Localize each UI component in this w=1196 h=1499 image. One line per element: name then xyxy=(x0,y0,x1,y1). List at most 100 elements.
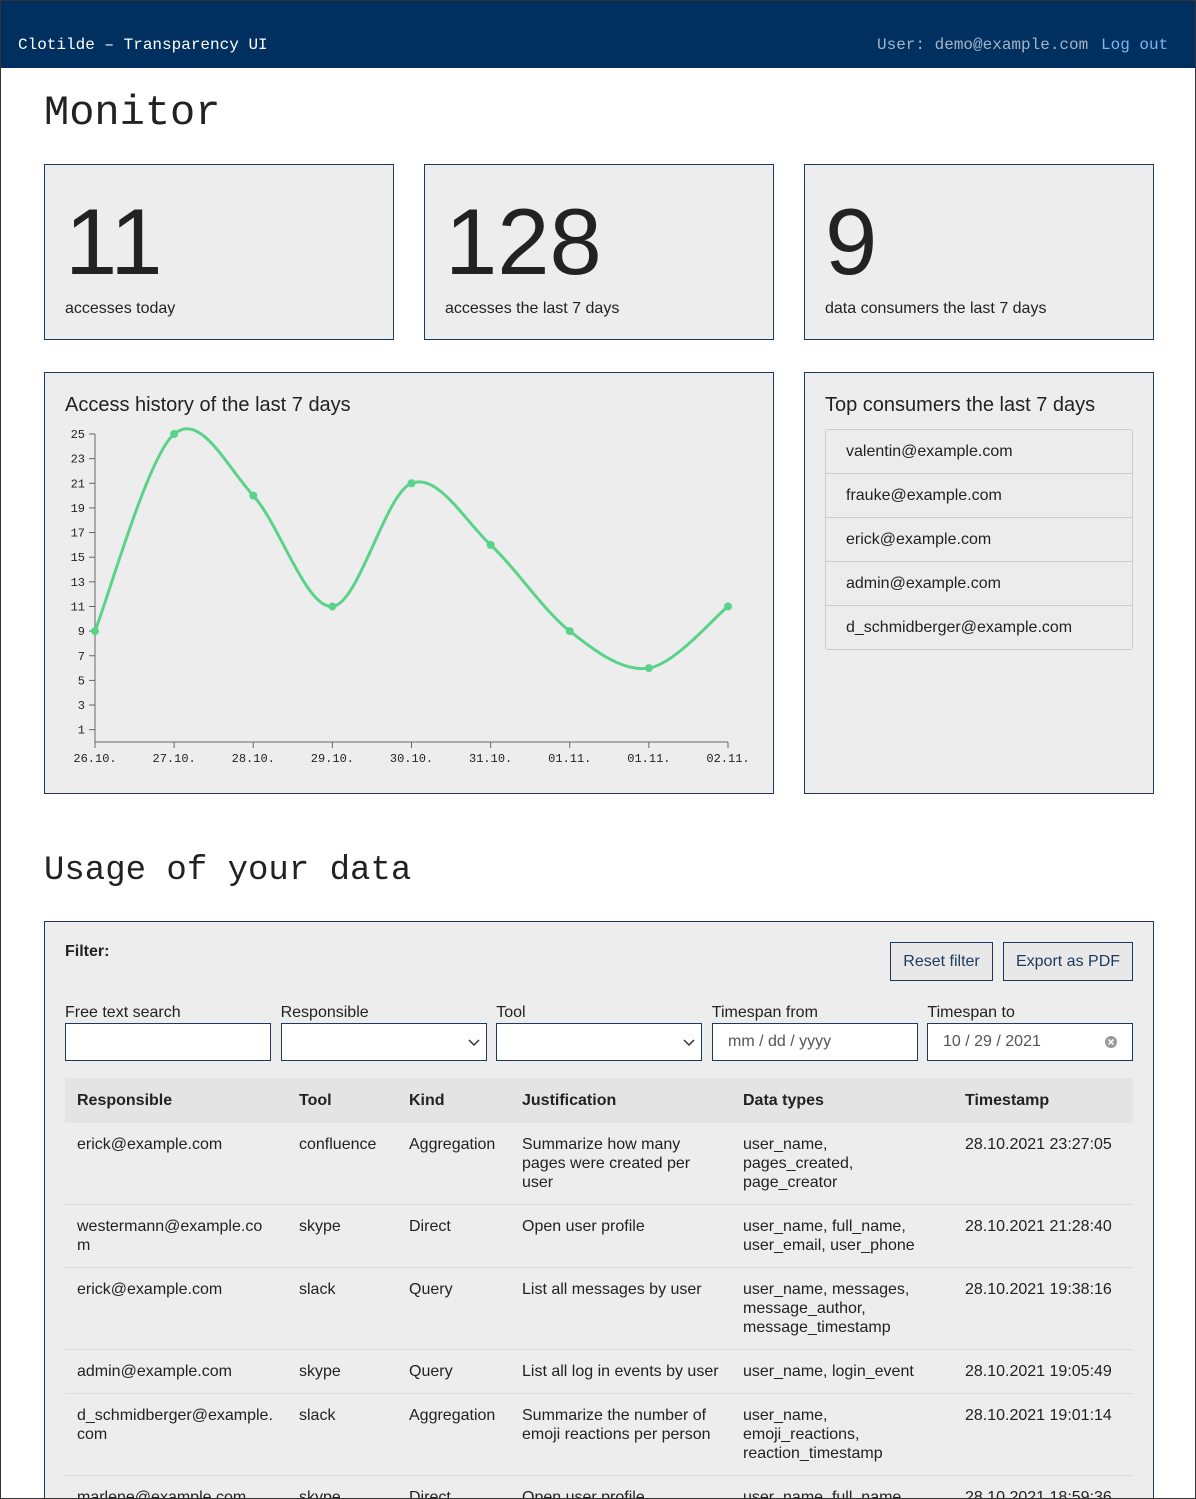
table-cell: user_name, pages_created, page_creator xyxy=(731,1123,953,1205)
table-row: d_schmidberger@example.com slack Aggregati… xyxy=(65,1393,1133,1476)
data-point xyxy=(407,479,416,488)
stat-card: 11 accesses today xyxy=(44,164,394,340)
table-cell: Query xyxy=(397,1349,510,1394)
table-row: westermann@example.com skype Direct Open us… xyxy=(65,1204,1133,1268)
stat-value: 11 xyxy=(65,189,163,294)
search-input[interactable] xyxy=(65,1023,271,1061)
table-cell: Query xyxy=(397,1267,510,1350)
field-label: Timespan from xyxy=(711,1004,818,1021)
responsible-select[interactable] xyxy=(281,1023,487,1061)
table-cell: user_name, full_name, user_email, user_p… xyxy=(731,1204,953,1268)
usage-heading: Usage of your data xyxy=(44,852,412,890)
to-date-input[interactable]: 10 / 29 / 2021 xyxy=(927,1023,1133,1061)
field-label: Free text search xyxy=(65,1004,181,1021)
x-tick-label: 30.10. xyxy=(390,752,433,766)
data-point xyxy=(91,627,99,636)
stat-value: 9 xyxy=(825,189,878,294)
stat-label: accesses today xyxy=(65,300,176,317)
field-label: Responsible xyxy=(280,1004,369,1021)
monitor-heading: Monitor xyxy=(44,89,221,137)
consumer-item: erick@example.com xyxy=(826,517,1132,561)
table-cell: user_name, emoji_reactions, reaction_tim… xyxy=(731,1393,953,1476)
table-row: marlene@example.com skype Direct Open user … xyxy=(65,1475,1133,1498)
column-header[interactable]: Kind xyxy=(397,1078,510,1123)
y-tick-label: 5 xyxy=(78,674,85,688)
usage-card: Filter: Reset filter Export as PDF Free … xyxy=(44,921,1154,1498)
field-label: Timespan to xyxy=(927,1004,1015,1021)
column-header[interactable]: Tool xyxy=(287,1078,397,1123)
table-cell: Aggregation xyxy=(397,1123,510,1205)
table-cell: 28.10.2021 23:27:05 xyxy=(953,1123,1133,1205)
chevron xyxy=(468,1039,480,1047)
stat-card: 128 accesses the last 7 days xyxy=(424,164,774,340)
table-cell: marlene@example.com xyxy=(65,1475,287,1498)
y-tick-label: 11 xyxy=(71,600,85,614)
y-tick-label: 19 xyxy=(71,502,85,516)
data-point xyxy=(486,540,495,549)
consumers-card: Top consumers the last 7 days valentin@e… xyxy=(804,372,1154,794)
x-tick-label: 31.10. xyxy=(469,752,512,766)
y-tick-label: 25 xyxy=(71,428,85,442)
table-cell: Direct xyxy=(397,1475,510,1498)
tool-select[interactable] xyxy=(496,1023,702,1061)
y-tick-label: 3 xyxy=(78,699,85,713)
table-cell: admin@example.com xyxy=(65,1349,287,1394)
table-cell: Summarize how many pages were created pe… xyxy=(510,1123,731,1205)
app-title[interactable]: Clotilde – Transparency UI xyxy=(18,36,268,54)
table-cell: confluence xyxy=(287,1123,397,1205)
x-tick-label: 01.11. xyxy=(627,752,670,766)
column-header[interactable]: Timestamp xyxy=(953,1078,1133,1123)
date-value: 10 / 29 / 2021 xyxy=(943,1033,1041,1050)
from-date-input[interactable]: mm / dd / yyyy xyxy=(712,1023,918,1061)
date-placeholder: mm / dd / yyyy xyxy=(728,1033,832,1050)
header-row: Responsible Tool Kind Justification Data typ… xyxy=(65,1078,1133,1123)
y-tick-label: 1 xyxy=(78,724,85,738)
data-point xyxy=(565,627,574,636)
column-header[interactable]: Data types xyxy=(731,1078,953,1123)
column-header[interactable]: Responsible xyxy=(65,1078,287,1123)
data-line xyxy=(93,427,729,671)
usage-table: Responsible Tool Kind Justification Data typ… xyxy=(65,1078,1133,1498)
x-tick-label: 26.10. xyxy=(73,752,116,766)
header: Clotilde – Transparency UI User: demo@ex… xyxy=(1,1,1195,68)
table-cell: skype xyxy=(287,1475,397,1498)
table-cell: d_schmidberger@example.com xyxy=(65,1393,287,1476)
table-cell: user_name, login_event xyxy=(731,1349,953,1394)
table-cell: skype xyxy=(287,1204,397,1268)
y-tick-label: 7 xyxy=(78,650,85,664)
table-cell: user_name, messages, message_author, mes… xyxy=(731,1267,953,1350)
logout-link[interactable]: Log out xyxy=(1101,36,1169,54)
table-cell: Aggregation xyxy=(397,1393,510,1476)
table-cell: 28.10.2021 19:05:49 xyxy=(953,1349,1133,1394)
data-point xyxy=(249,491,258,500)
x-tick-label: 28.10. xyxy=(232,752,275,766)
clear-icon[interactable] xyxy=(1104,1035,1118,1049)
table-cell: List all messages by user xyxy=(510,1267,731,1350)
user-label: User: demo@example.com xyxy=(877,36,1089,54)
table-row: erick@example.com confluence Aggregation Su… xyxy=(65,1123,1133,1205)
consumer-item: d_schmidberger@example.com xyxy=(826,605,1132,649)
table-cell: Direct xyxy=(397,1204,510,1268)
table-cell: 28.10.2021 18:59:36 xyxy=(953,1475,1133,1498)
reset-button[interactable]: Reset filter xyxy=(890,942,993,981)
y-tick-label: 21 xyxy=(71,477,85,491)
table-cell: user_name, full_name, xyxy=(731,1475,953,1498)
data-point xyxy=(170,430,179,438)
table-cell: Open user profile xyxy=(510,1475,731,1498)
column-header[interactable]: Justification xyxy=(510,1078,731,1123)
chart-title: Access history of the last 7 days xyxy=(65,394,351,416)
filter-label: Filter: xyxy=(65,943,110,960)
export-button[interactable]: Export as PDF xyxy=(1003,942,1133,981)
table-row: admin@example.com skype Query List all log … xyxy=(65,1349,1133,1394)
consumers-title: Top consumers the last 7 days xyxy=(825,394,1096,416)
x-tick-label: 29.10. xyxy=(311,752,354,766)
consumer-item: admin@example.com xyxy=(826,561,1132,605)
y-tick-label: 15 xyxy=(71,551,85,565)
table-cell: 28.10.2021 19:01:14 xyxy=(953,1393,1133,1476)
table-cell: 28.10.2021 21:28:40 xyxy=(953,1204,1133,1268)
table-cell: erick@example.com xyxy=(65,1267,287,1350)
data-point xyxy=(328,602,337,611)
table-cell: skype xyxy=(287,1349,397,1394)
table-cell: Open user profile xyxy=(510,1204,731,1268)
